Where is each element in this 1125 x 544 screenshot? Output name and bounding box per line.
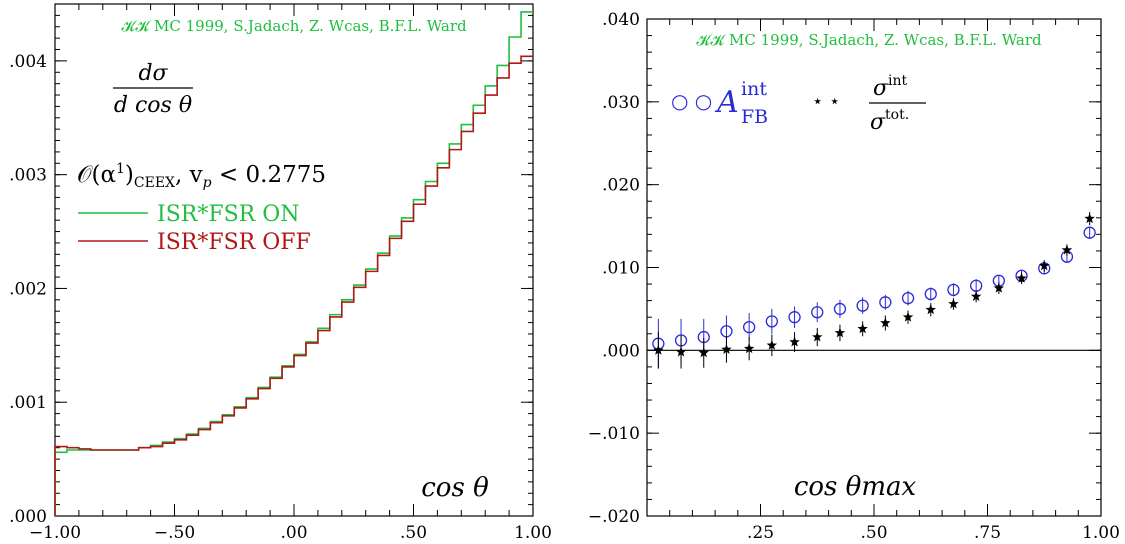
right-y-tick-label: −.010 xyxy=(588,424,640,444)
left-x-tick-label: .00 xyxy=(280,523,307,543)
left-subtitle-rest: , v xyxy=(175,162,203,188)
sigma-point xyxy=(925,304,936,315)
left-subtitle-vsub: p xyxy=(203,175,212,191)
legend-label-isr-fsr-on: ISR*FSR ON xyxy=(157,202,300,227)
right-x-axis-label: cos θmax xyxy=(794,472,917,502)
sigma-point xyxy=(834,327,846,338)
afb-point xyxy=(856,299,869,312)
legend-sigma-den-main: σ xyxy=(870,110,886,135)
left-y-tick-label: .002 xyxy=(9,279,47,299)
sigma-point xyxy=(698,347,709,358)
left-subtitle: 𝒪(α1)CEEX, vp < 0.2775 xyxy=(77,161,326,191)
right-credit: 𝓚𝓚 MC 1999, S.Jadach, Z. Wcas, B.F.L. Wa… xyxy=(696,31,1042,49)
sigma-point xyxy=(721,344,732,354)
right-x-tick-label: .75 xyxy=(974,523,1001,543)
afb-point xyxy=(1083,226,1096,239)
legend-afb-sup: int xyxy=(741,78,767,100)
sigma-point xyxy=(993,282,1005,293)
sigma-point xyxy=(1061,244,1073,255)
sigma-point xyxy=(1039,260,1050,271)
sigma-point xyxy=(970,290,982,301)
legend-marker-sigma: ⋆ ⋆ xyxy=(812,91,840,112)
series-isr-fsr-off-line xyxy=(54,55,533,516)
legend-sigma-num-main: σ xyxy=(873,76,889,101)
right-y-tick-label: .010 xyxy=(602,259,640,279)
afb-point xyxy=(879,296,892,309)
right-series-group xyxy=(647,212,1101,369)
series-afb-int xyxy=(652,226,1096,369)
left-subtitle-main: 𝒪(α xyxy=(77,162,116,188)
afb-point xyxy=(947,283,960,297)
left-y-tick-label: .003 xyxy=(9,166,47,186)
left-x-tick-label: 1.00 xyxy=(514,523,552,543)
right-y-tick-label: .020 xyxy=(602,176,640,196)
left-credit: 𝓚𝓚 MC 1999, S.Jadach, Z. Wcas, B.F.L. Wa… xyxy=(121,17,467,35)
sigma-point xyxy=(1084,213,1095,224)
legend-marker-afb: ○ ○ xyxy=(671,89,712,113)
left-subtitle-sup: 1 xyxy=(116,161,125,177)
right-x-tick-label: .25 xyxy=(747,523,774,543)
left-title-denominator: d cos θ xyxy=(114,93,192,118)
left-x-tick-label: −.50 xyxy=(154,523,195,543)
left-y-tick-label: .000 xyxy=(9,507,47,527)
left-chart: −1.00 −.50.00.50 1.00.000.001.002.003.004 … xyxy=(9,3,552,543)
legend-sigma-num-sup: int xyxy=(888,73,907,89)
left-y-tick-label: .004 xyxy=(9,52,47,72)
left-series-group xyxy=(54,11,533,516)
left-axis-ticks: −1.00 −.50 .00 .50 1.00 .000 .001 .002 .003 .004 xyxy=(9,3,552,543)
right-y-tick-label: .040 xyxy=(602,10,640,30)
sigma-point xyxy=(812,331,823,342)
afb-point xyxy=(924,287,937,301)
sigma-point xyxy=(1016,272,1027,283)
series-sigma-ratio xyxy=(653,212,1095,369)
afb-point xyxy=(765,315,778,328)
sigma-point xyxy=(857,323,868,334)
afb-point xyxy=(788,311,801,324)
left-title-numerator: dσ xyxy=(138,61,168,86)
right-x-tick-label: 1.00 xyxy=(1082,523,1120,543)
right-y-tick-label: .000 xyxy=(602,341,640,361)
sigma-point xyxy=(675,346,687,357)
legend-sigma-num: σint xyxy=(873,73,908,101)
afb-point xyxy=(743,320,756,334)
left-subtitle-tail: < 0.2775 xyxy=(212,162,326,188)
sigma-point xyxy=(766,339,778,350)
legend-sigma-den: σtot. xyxy=(870,107,909,135)
left-y-tick-label: .001 xyxy=(9,393,47,413)
right-y-tick-label: −.020 xyxy=(588,507,640,527)
afb-point xyxy=(833,302,847,316)
legend-afb-sub: FB xyxy=(741,106,768,128)
right-y-tick-label: .030 xyxy=(602,93,640,113)
left-subtitle-sub: CEEX xyxy=(134,175,175,191)
legend-afb-main: A xyxy=(714,85,739,120)
left-x-tick-label: −1.00 xyxy=(29,523,81,543)
sigma-point xyxy=(653,344,664,355)
right-chart: .25 .50 .75 1.00 −.020 −.010 .000 .010 .020 .030.… xyxy=(588,10,1120,543)
right-x-tick-label: .50 xyxy=(860,523,887,543)
sigma-point xyxy=(880,317,891,328)
left-x-tick-label: .50 xyxy=(400,523,427,543)
left-subtitle-close: ) xyxy=(125,162,134,188)
sigma-point xyxy=(743,343,755,354)
left-x-axis-label: cos θ xyxy=(421,473,489,503)
afb-point xyxy=(901,291,915,305)
sigma-point xyxy=(902,311,914,322)
left-plot-frame xyxy=(54,3,534,517)
afb-point xyxy=(811,306,824,319)
sigma-point xyxy=(948,298,959,309)
legend-sigma-den-sup: tot. xyxy=(885,107,909,123)
right-axis-ticks: .25 .50 .75 1.00 −.020 −.010 .000 .010 .020 .030.… xyxy=(588,10,1120,543)
legend-label-afb: A xyxy=(714,85,739,120)
sigma-point xyxy=(789,336,800,347)
legend-label-isr-fsr-off: ISR*FSR OFF xyxy=(157,230,311,255)
